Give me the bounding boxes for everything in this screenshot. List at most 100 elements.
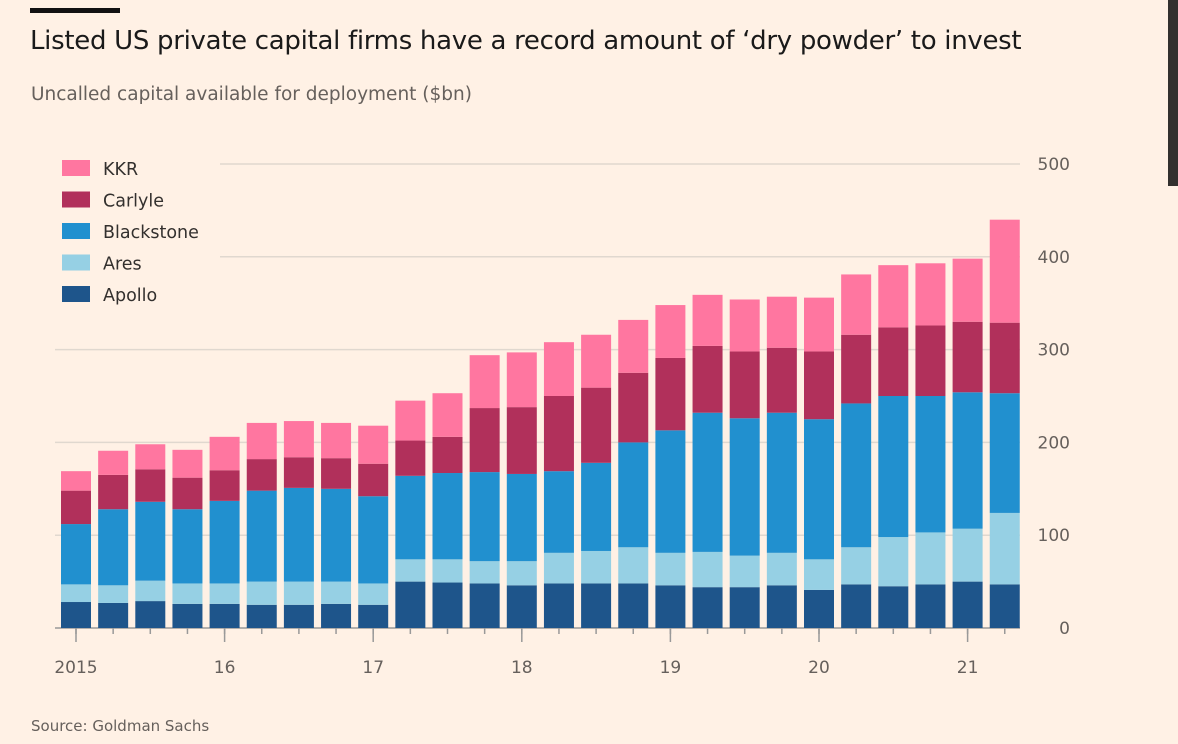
legend-swatch-blackstone (62, 223, 90, 239)
legend-swatch-ares (62, 254, 90, 271)
bar-blackstone (321, 488, 352, 582)
bar-kkr (469, 355, 500, 409)
y-tick-label: 300 (1038, 341, 1070, 361)
bar-blackstone (692, 412, 723, 552)
bar-apollo (506, 585, 537, 628)
bar-ares (766, 552, 797, 586)
bar-apollo (655, 585, 686, 628)
chart-title: Listed US private capital firms have a r… (30, 26, 1022, 56)
y-tick-label: 500 (1038, 155, 1070, 175)
bar-ares (692, 551, 723, 588)
x-tick-label: 21 (957, 658, 979, 678)
bar-kkr (98, 450, 129, 475)
bar-kkr (61, 471, 91, 491)
chart-subtitle: Uncalled capital available for deploymen… (31, 84, 472, 105)
bar-ares (321, 581, 352, 604)
bar-carlyle (766, 347, 797, 413)
bar-kkr (581, 334, 612, 388)
bar-apollo (172, 603, 203, 628)
bar-kkr (506, 352, 537, 408)
bar-apollo (543, 583, 574, 628)
bar-kkr (395, 400, 426, 441)
bar-ares (618, 547, 649, 584)
bar-apollo (209, 603, 240, 628)
bar-apollo (618, 583, 649, 628)
bar-blackstone (135, 501, 166, 581)
bar-apollo (952, 581, 983, 628)
bar-apollo (989, 584, 1020, 628)
bar-blackstone (506, 473, 537, 562)
bar-apollo (841, 584, 872, 628)
bar-apollo (915, 584, 946, 628)
bar-blackstone (618, 442, 649, 548)
bar-carlyle (358, 463, 389, 497)
bar-apollo (395, 581, 426, 628)
bar-carlyle (432, 436, 463, 474)
bar-kkr (692, 294, 723, 346)
bar-blackstone (543, 471, 574, 553)
bar-kkr (321, 422, 352, 459)
bar-kkr (952, 258, 983, 322)
bar-blackstone (841, 403, 872, 548)
bar-blackstone (878, 396, 909, 538)
bar-carlyle (989, 322, 1020, 394)
x-tick-label: 17 (362, 658, 384, 678)
x-tick-label: 16 (214, 658, 236, 678)
bar-ares (952, 528, 983, 582)
bar-blackstone (432, 473, 463, 560)
bar-kkr (729, 299, 760, 352)
bar-carlyle (135, 469, 166, 502)
y-tick-label: 400 (1038, 248, 1070, 268)
bar-carlyle (729, 351, 760, 419)
bar-apollo (692, 587, 723, 628)
bar-carlyle (98, 474, 129, 510)
bar-ares (655, 552, 686, 586)
bar-apollo (135, 601, 166, 628)
bar-blackstone (766, 412, 797, 553)
bar-ares (358, 583, 389, 605)
bar-carlyle (581, 387, 612, 463)
x-tick-label: 2015 (54, 658, 97, 678)
bar-blackstone (172, 509, 203, 584)
bar-ares (98, 585, 129, 603)
x-tick-label: 19 (660, 658, 682, 678)
y-tick-label: 100 (1038, 526, 1070, 546)
bar-carlyle (172, 477, 203, 510)
bar-carlyle (692, 345, 723, 413)
bar-blackstone (246, 490, 277, 582)
bar-ares (506, 561, 537, 586)
bar-apollo (358, 604, 389, 628)
bar-ares (915, 532, 946, 585)
bar-kkr (135, 444, 166, 470)
bar-blackstone (283, 487, 314, 582)
legend-label-blackstone: Blackstone (103, 223, 199, 243)
bar-carlyle (655, 357, 686, 431)
bar-carlyle (283, 457, 314, 488)
bar-ares (543, 552, 574, 584)
bar-apollo (283, 604, 314, 628)
bar-carlyle (952, 321, 983, 393)
bar-ares (729, 555, 760, 588)
y-tick-label: 200 (1038, 433, 1070, 453)
bar-carlyle (469, 408, 500, 473)
bar-ares (61, 584, 91, 603)
bar-carlyle (804, 351, 834, 420)
bar-blackstone (915, 396, 946, 533)
bar-blackstone (395, 475, 426, 560)
x-tick-label: 18 (511, 658, 533, 678)
bar-blackstone (358, 496, 389, 584)
legend-swatch-carlyle (62, 191, 90, 208)
bar-carlyle (506, 407, 537, 474)
bar-ares (878, 537, 909, 587)
bar-kkr (915, 263, 946, 326)
bar-carlyle (209, 470, 240, 501)
brand-rule (30, 8, 120, 13)
bar-ares (246, 581, 277, 605)
bar-kkr (209, 436, 240, 471)
bar-kkr (618, 319, 649, 373)
bar-ares (432, 559, 463, 583)
source-note: Source: Goldman Sachs (31, 717, 210, 735)
bar-kkr (172, 449, 203, 478)
bar-apollo (766, 585, 797, 628)
legend-swatch-kkr (62, 160, 90, 176)
